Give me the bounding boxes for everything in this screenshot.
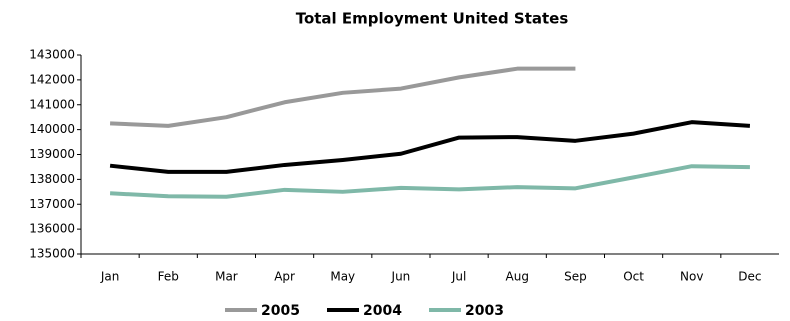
- y-tick-label: 135000: [29, 247, 75, 261]
- x-tick-label: Jun: [391, 270, 411, 284]
- y-tick-label: 136000: [29, 222, 75, 236]
- x-tick-label: Jul: [451, 270, 466, 284]
- x-tick-label: Dec: [738, 270, 761, 284]
- legend-label: 2005: [261, 303, 300, 319]
- y-tick-label: 140000: [29, 122, 75, 136]
- series-line: [109, 66, 576, 128]
- x-tick-label: Feb: [158, 270, 179, 284]
- y-tick-label: 139000: [29, 147, 75, 161]
- y-tick-label: 142000: [29, 72, 75, 86]
- x-tick-label: Jan: [100, 270, 120, 284]
- x-tick-label: Sep: [564, 270, 587, 284]
- x-tick-label: Aug: [506, 270, 529, 284]
- series-line: [109, 164, 750, 199]
- y-tick-label: 143000: [29, 48, 75, 62]
- series-line: [109, 120, 751, 174]
- legend-label: 2004: [363, 303, 402, 319]
- legend-label: 2003: [465, 303, 504, 319]
- x-tick-label: May: [330, 270, 355, 284]
- chart-title: Total Employment United States: [296, 10, 569, 28]
- y-tick-label: 138000: [29, 172, 75, 186]
- y-tick-label: 137000: [29, 197, 75, 211]
- x-tick-label: Nov: [680, 270, 703, 284]
- x-tick-label: Mar: [215, 270, 238, 284]
- x-tick-label: Oct: [623, 270, 644, 284]
- y-tick-label: 141000: [29, 97, 75, 111]
- x-tick-label: Apr: [274, 270, 295, 284]
